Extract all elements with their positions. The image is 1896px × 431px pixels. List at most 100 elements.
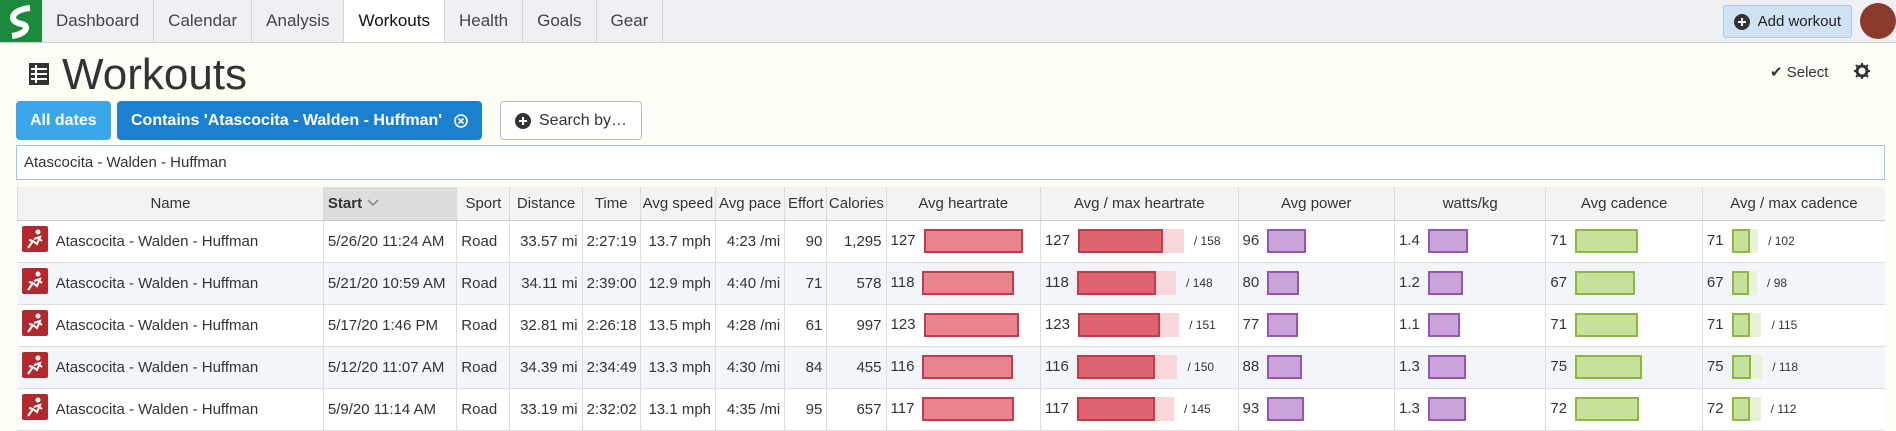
column-header[interactable]: watts/kg [1393, 187, 1546, 221]
cell-value: 1.2 [1398, 273, 1420, 291]
bar-cell: 116 [885, 346, 1041, 389]
cell-value: 71 [1550, 231, 1568, 249]
settings-icon[interactable] [1854, 63, 1870, 79]
calories-cell: 455 [826, 346, 886, 389]
plus-icon [515, 112, 531, 129]
avg-max-cell: 117 / 145 [1039, 388, 1239, 431]
name-cell: Atascocita - Walden - Huffman [51, 346, 324, 389]
sport-icon-cell [17, 262, 52, 305]
bar [1575, 271, 1635, 295]
avg-pace-cell: 4:28 /mi [715, 304, 785, 347]
column-header[interactable]: Time [581, 187, 641, 221]
table-row[interactable]: Atascocita - Walden - Huffman 5/21/20 10:… [17, 262, 1885, 305]
sport-icon-cell [17, 220, 52, 263]
bar-cell: 93 [1237, 388, 1395, 431]
nav-item[interactable]: Goals [523, 0, 597, 42]
bar [1427, 397, 1466, 421]
column-header-label: Name [150, 194, 191, 212]
search-box[interactable]: Atascocita - Walden - Huffman [16, 145, 1885, 180]
bar-cell: 72 [1545, 388, 1703, 431]
column-header[interactable]: Distance [509, 187, 583, 221]
header-row: Name Start Sport Distance Time Avg speed Avg p… [17, 187, 1885, 221]
column-header[interactable]: Calories [826, 187, 886, 221]
avg-max-cell: 118 / 148 [1039, 262, 1239, 305]
bar-cell: 71 [1545, 220, 1703, 263]
effort-cell: 71 [784, 262, 827, 305]
avg-max-bar [1076, 355, 1178, 379]
bar-cell: 127 [885, 220, 1041, 263]
max-label: / 112 [1770, 402, 1797, 416]
column-header-label: Distance [516, 194, 576, 212]
column-header[interactable]: Avg pace [715, 187, 785, 221]
column-header[interactable]: Avg speed [639, 187, 716, 221]
avatar[interactable] [1860, 3, 1896, 39]
distance-cell: 33.19 mi [509, 388, 583, 431]
cell-value: 96 [1242, 231, 1260, 249]
search-by-button[interactable]: Search by… [500, 101, 643, 140]
cell-value: 123 [1044, 315, 1070, 333]
cell-value: 118 [1044, 273, 1069, 291]
column-header[interactable]: Avg / max cadence [1701, 187, 1885, 221]
cell-value: 117 [890, 399, 915, 417]
column-header-label: Avg power [1280, 194, 1352, 212]
contains-filter[interactable]: Contains 'Atascocita - Walden - Huffman' [117, 101, 483, 140]
nav-item[interactable]: Dashboard [42, 0, 155, 42]
table-row[interactable]: Atascocita - Walden - Huffman 5/26/20 11:… [17, 220, 1885, 263]
sort-icon [367, 199, 379, 206]
nav-item[interactable]: Workouts [344, 0, 445, 42]
column-header-label: Sport [465, 194, 502, 212]
table-row[interactable]: Atascocita - Walden - Huffman 5/17/20 1:4… [17, 304, 1885, 347]
sport-cell: Road [456, 304, 510, 347]
time-cell: 2:34:49 [581, 346, 641, 389]
column-header[interactable]: Avg power [1237, 187, 1395, 221]
nav-item[interactable]: Analysis [252, 0, 345, 42]
nav-item[interactable]: Calendar [154, 0, 253, 42]
sport-icon [21, 352, 48, 378]
cell-value: 71 [1706, 231, 1724, 249]
column-header[interactable]: Effort [784, 187, 827, 221]
select-button[interactable]: ✔ Select [1770, 64, 1829, 81]
bar [1267, 229, 1306, 253]
avg-bar [1731, 397, 1751, 421]
avg-max-cell: 71 / 102 [1701, 220, 1885, 263]
column-header[interactable]: Start [322, 187, 457, 221]
distance-cell: 34.39 mi [509, 346, 583, 389]
column-header-label: watts/kg [1442, 194, 1498, 212]
table-row[interactable]: Atascocita - Walden - Huffman 5/9/20 11:1… [17, 388, 1885, 431]
effort-cell: 90 [784, 220, 827, 263]
avg-max-cell: 75 / 118 [1701, 346, 1885, 389]
bar [1427, 229, 1469, 253]
avg-max-bar [1731, 271, 1758, 295]
bar-cell: 75 [1545, 346, 1703, 389]
nav-item[interactable]: Health [445, 0, 524, 42]
avg-bar [1077, 229, 1164, 253]
calories-cell: 657 [826, 388, 886, 431]
remove-icon[interactable] [454, 113, 468, 128]
bar-cell: 1.2 [1393, 262, 1546, 305]
column-header[interactable]: Avg cadence [1545, 187, 1703, 221]
name-cell: Atascocita - Walden - Huffman [51, 262, 324, 305]
logo[interactable] [0, 0, 42, 42]
nav-item[interactable]: Gear [597, 0, 664, 42]
cell-value: 1.3 [1398, 357, 1420, 375]
bar [1427, 355, 1466, 379]
column-header[interactable]: Avg / max heartrate [1039, 187, 1239, 221]
avg-max-bar [1731, 313, 1762, 337]
column-header[interactable]: Name [17, 187, 324, 221]
add-workout-button[interactable]: Add workout [1722, 5, 1852, 38]
column-header[interactable]: Avg heartrate [885, 187, 1041, 221]
avg-max-bar [1077, 229, 1184, 253]
table-row[interactable]: Atascocita - Walden - Huffman 5/12/20 11:… [17, 346, 1885, 389]
column-header-label: Avg pace [718, 194, 782, 212]
start-cell: 5/17/20 1:46 PM [322, 304, 457, 347]
calories-cell: 997 [826, 304, 886, 347]
sport-icon-cell [17, 388, 52, 431]
avg-speed-cell: 13.7 mph [639, 220, 716, 263]
max-label: / 148 [1186, 276, 1213, 290]
cell-value: 123 [890, 315, 916, 333]
column-header[interactable]: Sport [456, 187, 510, 221]
all-dates-filter[interactable]: All dates [16, 101, 111, 140]
bar-cell: 1.1 [1393, 304, 1546, 347]
effort-cell: 95 [784, 388, 827, 431]
